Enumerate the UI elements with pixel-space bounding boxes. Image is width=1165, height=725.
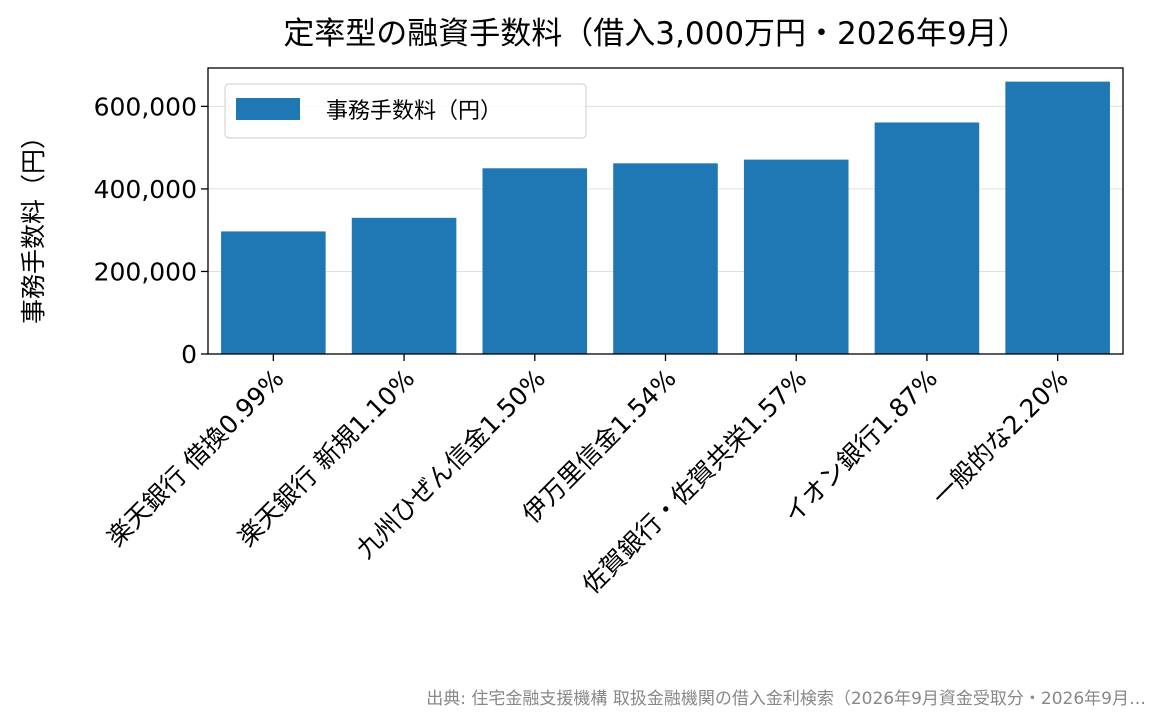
y-axis-label: 事務手数料（円） <box>19 124 48 324</box>
bar <box>613 163 718 354</box>
bar <box>482 168 588 354</box>
chart-title: 定率型の融資手数料（借入3,000万円・2026年9月） <box>283 16 1028 52</box>
x-axis: 楽天銀行 借換0.99%楽天銀行 新規1.10%九州ひぜん信金1.50%伊万里信… <box>101 354 1074 600</box>
bar <box>351 217 457 354</box>
y-tick-label: 0 <box>181 340 197 369</box>
x-tick-label: 佐賀銀行・佐賀共栄1.57% <box>577 364 813 600</box>
y-axis: 0 200,000 400,000 600,000 <box>94 92 208 369</box>
y-tick-label: 200,000 <box>94 257 197 286</box>
bar <box>1005 81 1110 354</box>
legend: 事務手数料（円） <box>224 83 587 139</box>
legend-label: 事務手数料（円） <box>326 99 502 124</box>
legend-box <box>224 83 587 139</box>
y-tick-label: 600,000 <box>94 92 197 121</box>
bar <box>743 159 849 354</box>
bars <box>221 81 1110 354</box>
legend-swatch <box>236 98 300 120</box>
bar <box>221 231 326 354</box>
source-note: 出典: 住宅金融支援機構 取扱金融機関の借入金利検索（2026年9月資金受取分・… <box>426 689 1146 709</box>
x-tick-label: 一般的な2.20% <box>927 364 1074 511</box>
y-tick-label: 400,000 <box>94 175 197 204</box>
bar <box>874 122 980 354</box>
